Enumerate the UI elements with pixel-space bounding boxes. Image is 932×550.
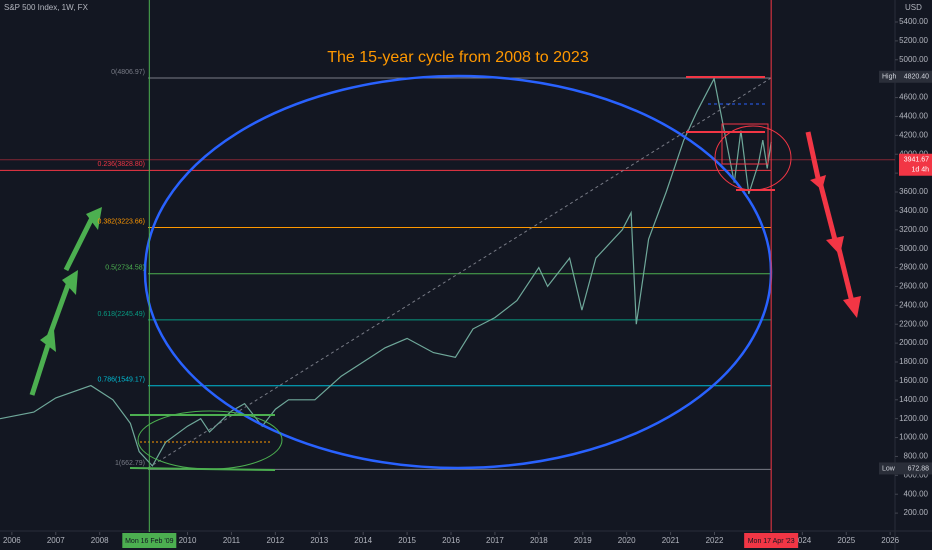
last-price-countdown: 1d 4h (911, 167, 929, 174)
x-tick-label: 2020 (618, 536, 636, 545)
marker-label: Mon 17 Apr '23 (748, 538, 795, 545)
price-tag (879, 462, 899, 475)
x-tick-label: 2024 (793, 536, 811, 545)
price-tag-name: Low (882, 465, 896, 472)
box (721, 123, 769, 165)
x-tick-label: 2013 (310, 536, 328, 545)
fib-label: 0(4806.97) (111, 69, 145, 76)
y-tick-label: 1000.00 (899, 433, 928, 442)
x-tick-label: 2025 (837, 536, 855, 545)
marker-label-bg (122, 533, 177, 548)
x-tick-label: 2026 (881, 536, 899, 545)
y-tick-label: 5200.00 (899, 36, 928, 45)
y-tick-label: 400.00 (904, 489, 929, 498)
fib-label: 0.618(2245.49) (98, 311, 145, 318)
symbol: S&P 500 Index, 1W, FX (4, 3, 89, 12)
y-tick-label: 1200.00 (899, 414, 928, 423)
y-tick-label: 2000.00 (899, 338, 928, 347)
y-tick-label: 3400.00 (899, 206, 928, 215)
y-tick-label: 4600.00 (899, 93, 928, 102)
fib-label: 0.5(2734.58) (105, 265, 145, 272)
y-tick-label: 600.00 (904, 470, 929, 479)
y-tick-label: 800.00 (904, 452, 929, 461)
fib-label: 0.786(1549.17) (98, 377, 145, 384)
price-tag (879, 70, 899, 83)
y-tick-label: 4200.00 (899, 130, 928, 139)
y-tick-label: 2800.00 (899, 263, 928, 272)
x-tick-label: 2006 (3, 536, 21, 545)
y-tick-label: 1600.00 (899, 376, 928, 385)
x-tick-label: 2015 (398, 536, 416, 545)
price-tag (899, 462, 932, 475)
x-tick-label: 2018 (530, 536, 548, 545)
y-tick-label: 200.00 (904, 508, 929, 517)
last-price-value: 3941.67 (904, 157, 929, 164)
down-arrows (805, 131, 861, 318)
x-tick-label: 2016 (442, 536, 460, 545)
y-tick-label: 2600.00 (899, 282, 928, 291)
price-line (0, 76, 772, 467)
x-tick-label: 2012 (266, 536, 284, 545)
y-tick-label: 2400.00 (899, 300, 928, 309)
x-tick-label: 2011 (223, 536, 241, 545)
trend-line (147, 77, 772, 469)
x-tick-label: 2007 (47, 536, 65, 545)
y-tick-label: 1400.00 (899, 395, 928, 404)
y-tick-label: 3000.00 (899, 244, 928, 253)
x-tick-label: 2022 (706, 536, 724, 545)
x-tick-label: 2019 (574, 536, 592, 545)
y-tick-label: 1800.00 (899, 357, 928, 366)
up-arrows (29, 207, 102, 396)
x-tick-label: 2017 (486, 536, 504, 545)
fib-label: 0.236(3828.80) (98, 161, 145, 168)
currency: USD (905, 3, 922, 12)
marker-label: Mon 16 Feb '09 (125, 538, 174, 545)
y-tick-label: 4400.00 (899, 112, 928, 121)
price-tag-name: High (882, 74, 897, 81)
chart-title: The 15-year cycle from 2008 to 2023 (327, 49, 589, 66)
x-tick-label: 2021 (662, 536, 680, 545)
y-tick-label: 3600.00 (899, 187, 928, 196)
y-tick-label: 5400.00 (899, 17, 928, 26)
marker-label-bg (744, 533, 799, 548)
y-tick-label: 3200.00 (899, 225, 928, 234)
fib-label: 0.382(3223.66) (98, 218, 145, 225)
price-tag-value: 672.88 (908, 465, 930, 472)
range-line (129, 467, 276, 471)
top-ellipse (714, 125, 792, 191)
last-price-tag (899, 153, 932, 176)
price-tag (899, 70, 932, 83)
price-tag-value: 4820.40 (904, 74, 929, 81)
x-tick-label: 2008 (91, 536, 109, 545)
y-tick-label: 5000.00 (899, 55, 928, 64)
x-tick-label: 2014 (354, 536, 372, 545)
fib-label: 1(662.79) (115, 460, 145, 467)
x-tick-label: 2010 (179, 536, 197, 545)
y-tick-label: 2200.00 (899, 319, 928, 328)
